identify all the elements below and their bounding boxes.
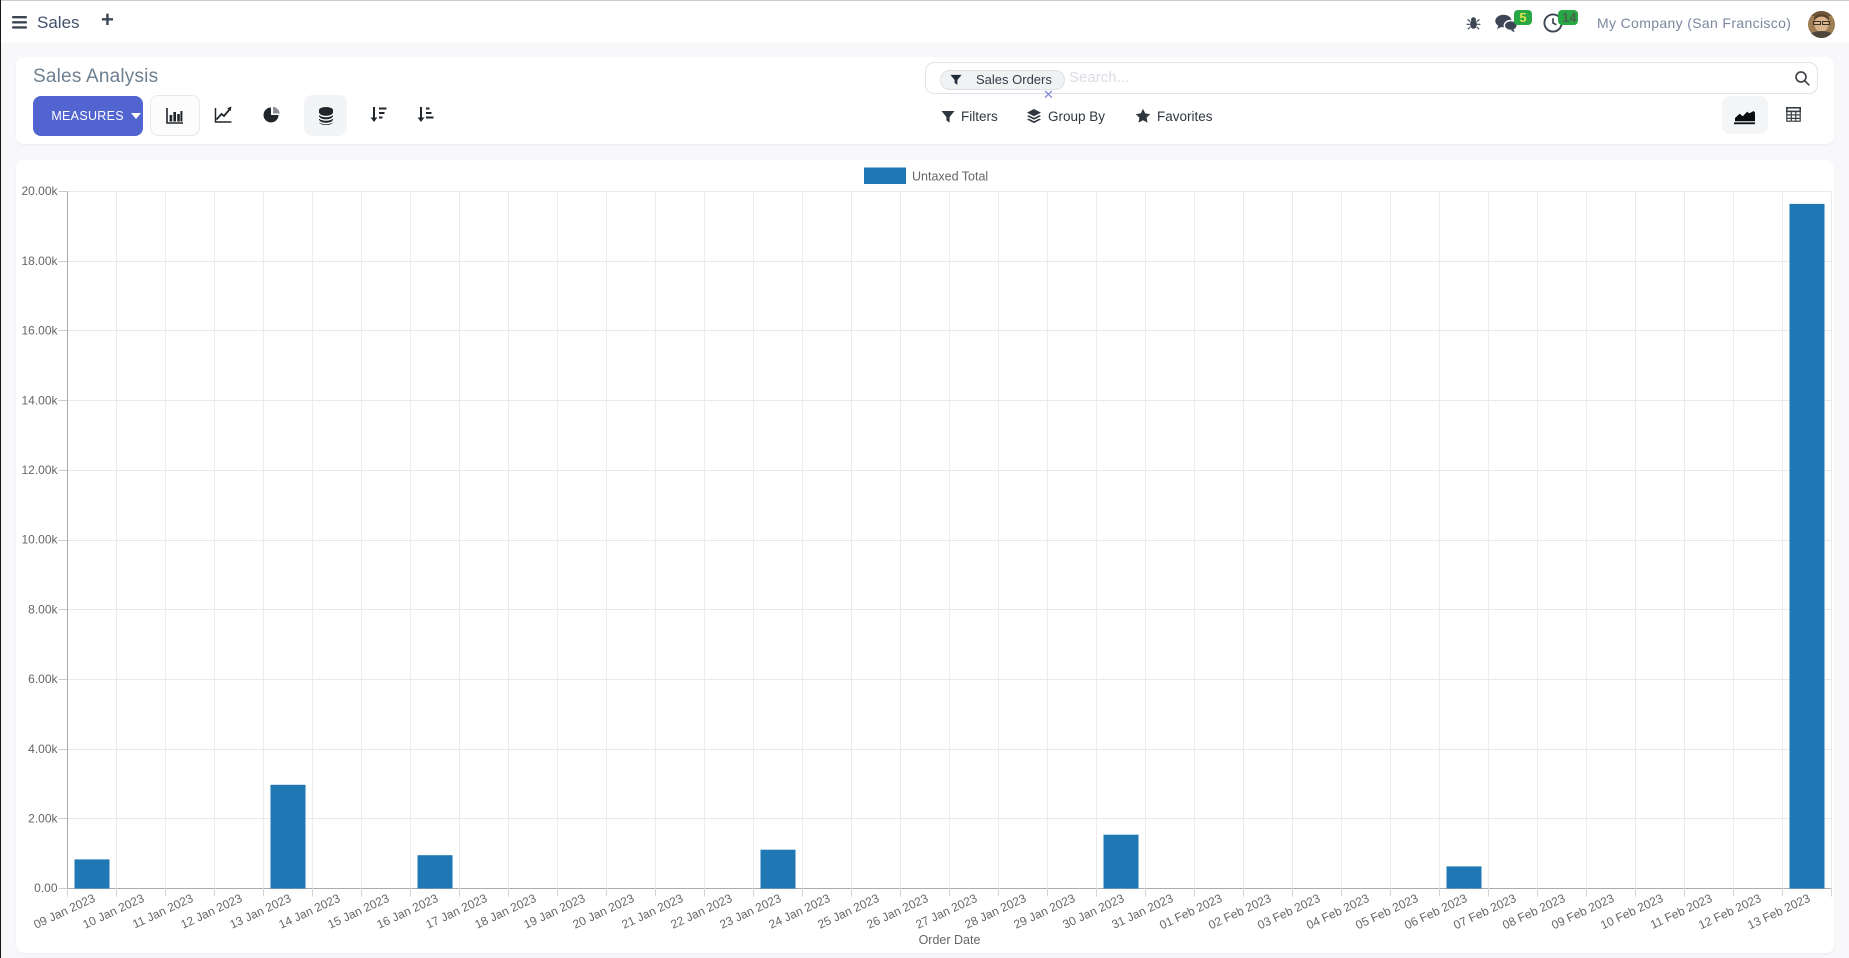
svg-text:10.00k: 10.00k bbox=[21, 533, 58, 547]
svg-text:4.00k: 4.00k bbox=[28, 742, 58, 756]
svg-text:8.00k: 8.00k bbox=[28, 602, 58, 616]
svg-text:14.00k: 14.00k bbox=[21, 393, 58, 407]
svg-text:Untaxed Total: Untaxed Total bbox=[912, 170, 988, 184]
svg-text:12.00k: 12.00k bbox=[21, 463, 58, 477]
svg-text:2.00k: 2.00k bbox=[28, 812, 58, 826]
svg-text:0.00: 0.00 bbox=[34, 881, 58, 895]
svg-text:20.00k: 20.00k bbox=[21, 184, 58, 198]
svg-text:Order Date: Order Date bbox=[919, 933, 981, 947]
svg-text:6.00k: 6.00k bbox=[28, 672, 58, 686]
svg-text:16.00k: 16.00k bbox=[21, 324, 58, 338]
svg-text:18.00k: 18.00k bbox=[21, 254, 58, 268]
